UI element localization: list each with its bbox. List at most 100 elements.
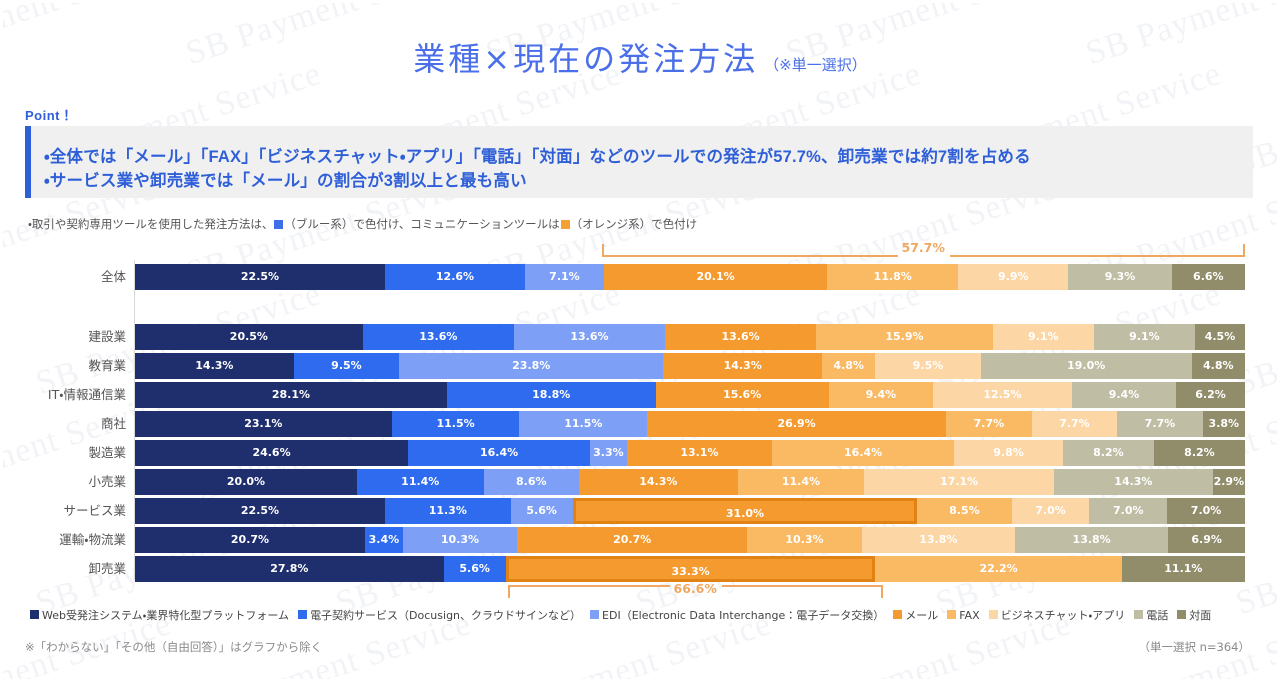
chart-row: 製造業 24.6% 16.4% 3.3% 13.1% 16.4% 9.8% 8.2% 8.2% bbox=[0, 440, 1250, 466]
chart-segment: 27.8% bbox=[135, 556, 444, 582]
chart-bar: 23.1% 11.5% 11.5% 26.9% 7.7% 7.7% 7.7% 3.8% bbox=[135, 411, 1245, 437]
chart-segment: 3.3% bbox=[590, 440, 627, 466]
chart-row-label: 教育業 bbox=[88, 358, 126, 373]
chart-segment: 14.3% bbox=[578, 469, 738, 495]
bracket-cap-left bbox=[508, 585, 510, 598]
legend-item[interactable]: Web受発注システム・業界特化型プラットフォーム bbox=[30, 610, 289, 622]
chart-segment: 13.8% bbox=[861, 527, 1015, 553]
chart-segment: 3.8% bbox=[1202, 411, 1245, 437]
chart-segment: 8.5% bbox=[917, 498, 1012, 524]
chart-segment: 7.7% bbox=[1117, 411, 1203, 437]
bracket-value: 57.7% bbox=[901, 240, 945, 255]
color-note-prefix: ・取引や契約専用ツールを使用した発注方法は、 bbox=[28, 217, 274, 231]
chart-segment: 11.1% bbox=[1121, 556, 1245, 582]
bracket-line-right bbox=[949, 255, 1245, 257]
chart-segment: 7.7% bbox=[946, 411, 1032, 437]
chart-segment: 13.6% bbox=[362, 324, 514, 350]
chart-row: IT・情報通信業 28.1% 18.8% 15.6% 9.4% 12.5% 9.4% 6.2% bbox=[0, 382, 1250, 408]
chart-segment: 11.4% bbox=[737, 469, 865, 495]
chart-row: 運輸・物流業 20.7% 3.4% 10.3% 20.7% 10.3% 13.8% 13.8%… bbox=[0, 527, 1250, 553]
legend-label: ビジネスチャット・アプリ bbox=[1000, 609, 1126, 622]
orange-swatch-icon bbox=[560, 220, 570, 229]
chart-segment: 13.1% bbox=[626, 440, 773, 466]
chart-row: 全体 22.5% 12.6% 7.1% 20.1% 11.8% 9.9% 9.3% 6.6% bbox=[0, 264, 1250, 290]
legend-swatch-icon bbox=[893, 610, 903, 619]
chart-row-label: 商社 bbox=[100, 416, 126, 431]
chart-bar: 28.1% 18.8% 15.6% 9.4% 12.5% 9.4% 6.2% bbox=[135, 382, 1245, 408]
chart-segment: 4.5% bbox=[1194, 324, 1245, 350]
legend-item[interactable]: EDI（Electronic Data Interchange：電子データ交換） bbox=[590, 610, 884, 622]
footnote-left: ※「わからない」「その他（自由回答）」はグラフから除く bbox=[25, 640, 323, 654]
legend-swatch-icon bbox=[298, 610, 308, 619]
chart-segment: 9.1% bbox=[992, 324, 1094, 350]
bracket-wholesale: 66.6% bbox=[508, 581, 883, 598]
chart-segment: 6.6% bbox=[1171, 264, 1245, 290]
chart-segment: 13.6% bbox=[664, 324, 817, 350]
chart-segment: 7.0% bbox=[1011, 498, 1090, 524]
chart-bar: 24.6% 16.4% 3.3% 13.1% 16.4% 9.8% 8.2% 8.2% bbox=[135, 440, 1245, 466]
chart-row: サービス業 22.5% 11.3% 5.6% 31.0% 8.5% 7.0% 7.0% 7.0% bbox=[0, 498, 1250, 524]
chart-segment: 5.6% bbox=[443, 556, 506, 582]
chart-segment: 8.2% bbox=[1062, 440, 1154, 466]
legend-item[interactable]: 電話 bbox=[1134, 610, 1168, 622]
chart-segment: 2.9% bbox=[1212, 469, 1245, 495]
chart-segment: 13.8% bbox=[1014, 527, 1169, 553]
chart-segment: 22.5% bbox=[135, 264, 385, 290]
chart-segment: 7.0% bbox=[1089, 498, 1168, 524]
chart-segment: 14.3% bbox=[135, 353, 294, 379]
chart-segment: 4.8% bbox=[1191, 353, 1245, 379]
chart-segment: 7.0% bbox=[1167, 498, 1245, 524]
chart-segment: 20.7% bbox=[517, 527, 748, 553]
chart-segment: 9.5% bbox=[293, 353, 400, 379]
page-title: 業種×現在の発注方法 （※単一選択） bbox=[0, 34, 1280, 80]
chart-segment: 12.6% bbox=[385, 264, 525, 290]
chart-segment: 9.9% bbox=[958, 264, 1069, 290]
chart-row: 卸売業 27.8% 5.6% 33.3% 22.2% 11.1% bbox=[0, 556, 1250, 582]
chart-segment: 31.0% bbox=[572, 498, 918, 524]
bracket-cap-left bbox=[602, 244, 604, 257]
bracket-line-left bbox=[602, 255, 898, 257]
chart-segment: 10.3% bbox=[402, 527, 518, 553]
chart-segment: 22.2% bbox=[875, 556, 1122, 582]
page-title-sub: （※単一選択） bbox=[764, 57, 867, 74]
chart-segment: 12.5% bbox=[933, 382, 1072, 408]
legend-item[interactable]: FAX bbox=[947, 609, 980, 622]
chart-segment: 5.6% bbox=[510, 498, 573, 524]
legend-item[interactable]: ビジネスチャット・アプリ bbox=[988, 609, 1126, 622]
legend-item[interactable]: 対面 bbox=[1177, 610, 1211, 622]
chart-segment: 9.1% bbox=[1093, 324, 1195, 350]
chart-segment: 20.1% bbox=[603, 264, 828, 290]
chart-segment: 11.4% bbox=[357, 469, 484, 495]
chart-row-label: 運輸・物流業 bbox=[59, 532, 126, 547]
legend-label: EDI（Electronic Data Interchange：電子データ交換） bbox=[602, 609, 885, 622]
chart-segment: 15.9% bbox=[816, 324, 993, 350]
chart-bar: 22.5% 11.3% 5.6% 31.0% 8.5% 7.0% 7.0% 7.0% bbox=[135, 498, 1245, 524]
legend-swatch-icon bbox=[1134, 610, 1144, 619]
chart-segment: 8.2% bbox=[1153, 440, 1245, 466]
point-line-1: ・全体では「メール」「FAX」「ビジネスチャット・アプリ」「電話」「対面」などの… bbox=[44, 148, 1031, 166]
chart-row: 教育業 14.3% 9.5% 23.8% 14.3% 4.8% 9.5% 19.0% 4.8% bbox=[0, 353, 1250, 379]
chart-bar: 20.7% 3.4% 10.3% 20.7% 10.3% 13.8% 13.8% 6.9% bbox=[135, 527, 1245, 553]
chart-segment: 9.3% bbox=[1068, 264, 1172, 290]
chart-segment: 24.6% bbox=[135, 440, 409, 466]
chart-bar: 14.3% 9.5% 23.8% 14.3% 4.8% 9.5% 19.0% 4.8% bbox=[135, 353, 1245, 379]
chart-segment: 13.6% bbox=[513, 324, 665, 350]
chart-row-label: IT・情報通信業 bbox=[47, 387, 126, 402]
bracket-line-right bbox=[721, 585, 883, 587]
chart-segment: 17.1% bbox=[864, 469, 1055, 495]
chart-segment: 11.3% bbox=[385, 498, 511, 524]
legend-item[interactable]: 電子契約サービス（Docusign、クラウドサインなど） bbox=[298, 610, 581, 622]
legend-item[interactable]: メール bbox=[893, 610, 938, 622]
chart-segment: 9.4% bbox=[1071, 382, 1177, 408]
chart-segment: 15.6% bbox=[655, 382, 829, 408]
legend-label: メール bbox=[905, 609, 939, 622]
point-accent-bar bbox=[25, 126, 31, 198]
legend-label: FAX bbox=[959, 609, 980, 622]
chart-segment: 11.8% bbox=[827, 264, 959, 290]
chart-segment: 23.1% bbox=[135, 411, 392, 437]
chart-axis-line bbox=[134, 260, 135, 580]
bracket-value: 66.6% bbox=[673, 581, 717, 596]
chart-segment: 23.8% bbox=[399, 353, 664, 379]
bracket-overall: 57.7% bbox=[602, 240, 1245, 258]
